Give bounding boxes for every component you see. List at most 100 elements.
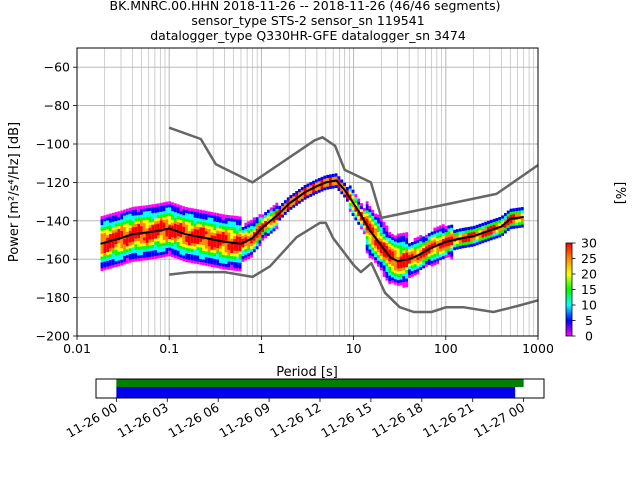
heatmap-cell [131,241,135,245]
heatmap-cell [264,229,267,233]
heatmap-cell [405,243,409,247]
heatmap-cell [250,228,253,232]
heatmap-cell [402,250,406,254]
heatmap-cell [182,214,186,219]
heatmap-cell [351,204,355,208]
heatmap-cell [219,230,222,235]
heatmap-cell [447,251,451,255]
heatmap-cell [171,222,174,226]
colorbar-tick-label: 5 [585,313,593,328]
heatmap-cell [441,255,445,260]
heatmap-cell [154,221,157,225]
heatmap-cell [171,242,174,246]
heatmap-cell [444,254,448,258]
heatmap-cell [261,217,265,221]
heatmap-cell [168,238,172,242]
heatmap-cell [199,229,203,234]
heatmap-cell [120,233,124,237]
heatmap-cell [492,230,496,234]
heatmap-cell [439,245,442,249]
heatmap-cell [393,281,397,285]
heatmap-cell [233,235,236,240]
heatmap-cell [142,217,146,221]
heatmap-cell [154,209,157,213]
heatmap-cell [151,215,155,219]
heatmap-cell [492,233,496,237]
heatmap-cell [137,246,141,250]
heatmap-cell [266,209,270,213]
heatmap-cell [100,218,104,223]
heatmap-cell [472,231,476,235]
heatmap-cell [382,250,386,254]
heatmap-cell [168,247,172,251]
heatmap-cell [204,256,208,261]
heatmap-cell [100,262,104,266]
heatmap-cell [382,273,386,277]
heatmap-cell [176,215,180,219]
heatmap-cell [371,238,375,242]
heatmap-cell [388,257,392,262]
heatmap-cell [137,234,141,239]
heatmap-cell [377,220,380,224]
heatmap-cell [345,186,349,191]
heatmap-cell [436,246,440,250]
heatmap-cell [309,190,313,194]
heatmap-cell [391,274,394,278]
heatmap-cell [252,243,256,247]
heatmap-cell [458,242,462,247]
heatmap-cell [272,205,276,209]
heatmap-cell [100,256,104,260]
heatmap-cell [360,226,363,230]
heatmap-cell [173,209,177,213]
heatmap-cell [405,269,409,273]
heatmap-cell [128,210,132,214]
heatmap-cell [196,238,200,242]
heatmap-cell [199,215,203,219]
heatmap-cell [464,244,468,248]
heatmap-cell [187,236,191,240]
heatmap-cell [108,256,112,260]
heatmap-cell [498,231,502,235]
heatmap-cell [450,247,454,251]
heatmap-cell [360,217,363,221]
heatmap-cell [137,237,141,242]
heatmap-cell [137,249,141,253]
heatmap-cell [176,212,180,217]
heatmap-cell [498,234,502,238]
heatmap-cell [142,248,146,252]
heatmap-cell [351,212,355,216]
heatmap-cell [173,214,177,218]
heatmap-cell [520,224,524,228]
heatmap-cell [213,249,217,254]
heatmap-cell [171,251,174,255]
heatmap-cell [233,247,236,251]
heatmap-cell [159,243,163,247]
heatmap-cell [168,218,172,222]
heatmap-cell [269,216,273,220]
heatmap-cell [413,237,417,242]
heatmap-cell [391,251,394,255]
heatmap-cell [351,195,355,199]
heatmap-cell [128,250,132,255]
heatmap-cell [176,207,180,211]
heatmap-cell [377,254,380,258]
heatmap-cell [360,203,363,207]
heatmap-cell [396,253,400,258]
heatmap-cell [422,242,425,246]
heatmap-cell [379,226,383,231]
heatmap-cell [103,261,107,265]
heatmap-cell [388,263,392,267]
heatmap-cell [176,210,180,214]
heatmap-cell [430,240,434,244]
heatmap-cell [436,261,440,265]
heatmap-cell [419,258,423,262]
heatmap-cell [334,181,338,186]
heatmap-cell [227,215,231,219]
colorbar-tick-label: 25 [581,251,597,266]
heatmap-cell [351,209,355,214]
heatmap-cell [148,236,152,240]
heatmap-cell [199,241,203,245]
heatmap-cell [441,235,445,239]
heatmap-cell [278,214,282,218]
heatmap-cell [289,195,293,199]
